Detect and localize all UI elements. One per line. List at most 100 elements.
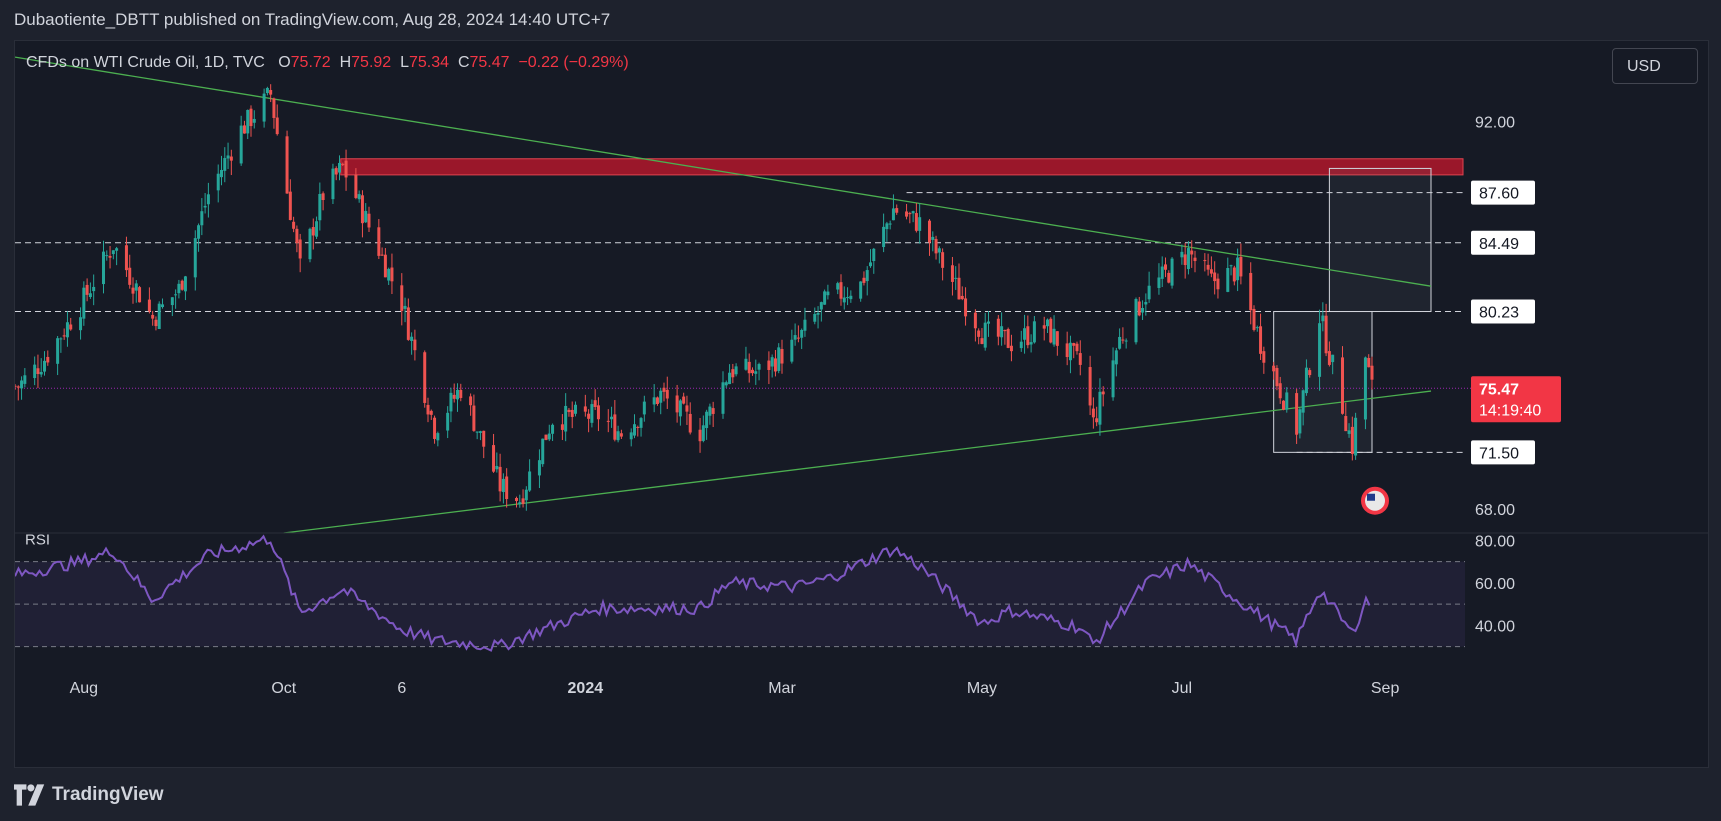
candle-body — [803, 319, 807, 331]
candle-body — [1052, 328, 1056, 345]
candle-body — [862, 277, 866, 283]
candle-body — [1049, 318, 1053, 343]
candle-body — [1029, 342, 1033, 345]
candle-body — [983, 322, 987, 348]
candle-body — [524, 489, 528, 501]
price-chart[interactable]: RSI 92.00 68.00 80.00 60.00 40.00 87.60 84.49 80… — [15, 41, 1708, 767]
candle-body — [403, 305, 407, 309]
candle-body — [1298, 409, 1302, 434]
candle-body — [610, 416, 614, 420]
candle-body — [682, 396, 686, 404]
candle-body — [616, 431, 620, 441]
candle-body — [688, 413, 692, 433]
candle-body — [246, 109, 250, 134]
candle-body — [285, 136, 289, 194]
candle-body — [446, 412, 450, 431]
currency-button[interactable]: USD — [1612, 48, 1698, 84]
candle-body — [1095, 418, 1099, 423]
candle-body — [767, 360, 771, 371]
candle-body — [957, 277, 961, 300]
candle-body — [452, 394, 456, 399]
candle-body — [773, 358, 777, 372]
brand-name: TradingView — [52, 784, 164, 805]
candle-body — [1255, 327, 1259, 329]
candle-body — [1206, 264, 1210, 270]
candle-body — [606, 420, 610, 422]
candle-body — [941, 252, 945, 268]
tradingview-logo-icon — [14, 784, 45, 806]
candle-body — [964, 298, 968, 317]
chart-panel[interactable]: RSI 92.00 68.00 80.00 60.00 40.00 87.60 84.49 80… — [14, 40, 1709, 768]
candle-body — [331, 168, 335, 200]
x-axis-label: 2024 — [568, 680, 604, 697]
candle-body — [977, 330, 981, 337]
candle-body — [770, 357, 774, 367]
candle-body — [92, 286, 96, 292]
candle-body — [65, 322, 69, 338]
tradingview-footer[interactable]: TradingView — [14, 784, 164, 806]
candle-body — [16, 386, 20, 388]
candle-body — [1147, 285, 1151, 300]
candle-body — [1203, 260, 1207, 262]
candle-body — [1170, 258, 1174, 286]
candle-body — [1262, 351, 1266, 363]
candle-body — [537, 460, 541, 476]
candle-body — [344, 160, 348, 178]
candle-body — [1091, 408, 1095, 418]
candle-body — [1000, 326, 1004, 338]
candle-body — [1193, 257, 1197, 262]
candle-body — [869, 262, 872, 267]
candle-body — [377, 227, 381, 256]
candle-body — [777, 347, 781, 371]
x-axis-label: Aug — [70, 680, 98, 697]
candle-body — [819, 302, 823, 310]
candle-body — [498, 466, 502, 492]
candle-body — [85, 284, 89, 295]
candle-body — [59, 338, 63, 340]
candle-body — [721, 382, 725, 414]
candle-body — [754, 371, 758, 374]
candle-body — [180, 280, 184, 290]
candle-body — [33, 364, 37, 379]
rsi-line — [15, 534, 1371, 652]
candle-body — [849, 295, 853, 300]
candle-body — [495, 465, 499, 470]
candle-body — [934, 239, 938, 254]
candle-body — [521, 498, 525, 504]
candle-body — [891, 208, 895, 221]
publisher-caption: Dubaotiente_DBTT published on TradingVie… — [14, 10, 611, 29]
level-label: 80.23 — [1479, 305, 1519, 322]
close-value: 75.47 — [469, 54, 510, 71]
candle-body — [183, 276, 187, 292]
open-value: 75.72 — [290, 54, 331, 71]
candle-body — [1370, 365, 1374, 380]
candle-body — [1363, 357, 1367, 420]
low-label: L — [400, 54, 409, 71]
candle-body — [82, 287, 86, 319]
candle-body — [665, 389, 669, 399]
candle-body — [39, 371, 43, 375]
candle-body — [1367, 357, 1371, 368]
candle-body — [108, 255, 112, 258]
candle-body — [20, 380, 24, 389]
candle-body — [154, 319, 158, 327]
candle-body — [914, 213, 918, 231]
candle-body — [174, 294, 178, 296]
candle-body — [410, 336, 414, 341]
candle-body — [662, 387, 666, 392]
candle-body — [551, 424, 555, 434]
candle-body — [478, 431, 482, 433]
candle-body — [161, 304, 164, 308]
open-label: O — [278, 54, 291, 71]
candle-body — [711, 408, 715, 414]
candle-body — [1078, 353, 1082, 365]
candle-body — [885, 223, 889, 230]
candle-body — [1278, 383, 1282, 399]
candle-body — [816, 312, 820, 315]
candle-body — [744, 358, 748, 370]
candle-body — [272, 98, 276, 118]
trendline-descending — [15, 56, 1432, 287]
candle-body — [1065, 343, 1069, 358]
candle-body — [859, 281, 863, 299]
candle-body — [157, 303, 161, 330]
